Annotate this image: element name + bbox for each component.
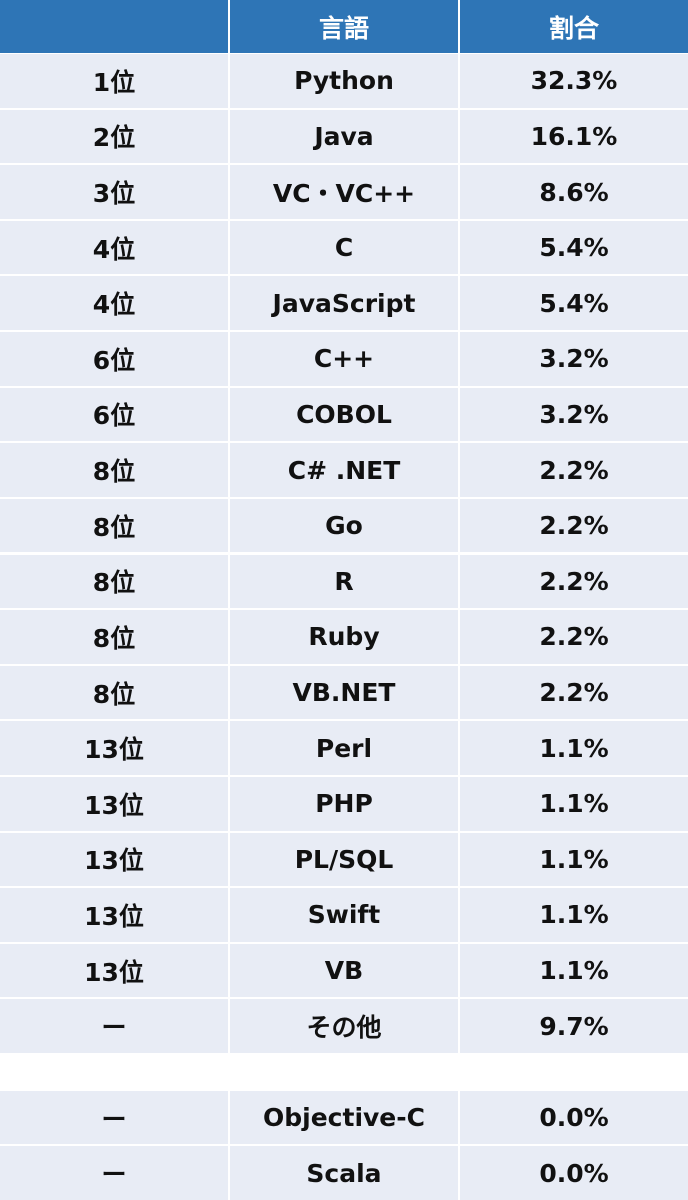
table-cell: Swift	[230, 888, 458, 942]
table-cell: 8位	[0, 443, 228, 497]
table-cell: VB	[230, 943, 458, 998]
table-cell: 1.1%	[460, 943, 688, 998]
table-cell: 2.2%	[460, 610, 688, 664]
table-cell: 2.2%	[460, 554, 688, 609]
table-cell: 8.6%	[460, 165, 688, 219]
table-cell: 6位	[0, 387, 228, 442]
table-cell: COBOL	[230, 387, 458, 442]
table-cell: JavaScript	[230, 276, 458, 331]
table-cell: 1.1%	[460, 776, 688, 831]
table-cell: Python	[230, 54, 458, 108]
table-cell: 2.2%	[460, 665, 688, 720]
table-cell: 13位	[0, 776, 228, 831]
table-cell: C++	[230, 332, 458, 386]
table-cell: Ruby	[230, 610, 458, 664]
table-cell: 1.1%	[460, 832, 688, 887]
header-cell: 割合	[460, 0, 688, 53]
table-cell: 4位	[0, 220, 228, 275]
table-cell: Objective-C	[230, 1091, 458, 1144]
table-cell: 1位	[0, 54, 228, 108]
table-cell: 8位	[0, 665, 228, 720]
table-cell: 32.3%	[460, 54, 688, 108]
table-cell: 16.1%	[460, 109, 688, 164]
table-cell: 8位	[0, 498, 228, 553]
table-cell: 13位	[0, 943, 228, 998]
header-cell	[0, 0, 228, 53]
table-cell: 6位	[0, 332, 228, 386]
table-cell: 1.1%	[460, 888, 688, 942]
table-cell: ー	[0, 999, 228, 1053]
table-cell: Java	[230, 109, 458, 164]
table-cell: PHP	[230, 776, 458, 831]
table-cell: C	[230, 220, 458, 275]
table-cell: Scala	[230, 1146, 458, 1200]
table-cell: Perl	[230, 721, 458, 775]
table-cell: R	[230, 554, 458, 609]
table-cell: 2位	[0, 109, 228, 164]
table-cell: 3.2%	[460, 387, 688, 442]
table-cell: 13位	[0, 888, 228, 942]
table-cell: 0.0%	[460, 1146, 688, 1200]
table-cell: ー	[0, 1091, 228, 1144]
table-cell: 0.0%	[460, 1091, 688, 1144]
table-cell: PL/SQL	[230, 832, 458, 887]
table-cell: 2.2%	[460, 443, 688, 497]
table-cell: 13位	[0, 832, 228, 887]
table-cell: 8位	[0, 610, 228, 664]
table-cell: VB.NET	[230, 665, 458, 720]
table-cell: 5.4%	[460, 276, 688, 331]
header-cell: 言語	[230, 0, 458, 53]
table-cell: 3位	[0, 165, 228, 219]
table-cell: その他	[230, 999, 458, 1053]
table-cell: 5.4%	[460, 220, 688, 275]
table-cell: VC・VC++	[230, 165, 458, 219]
table-cell: 13位	[0, 721, 228, 775]
table-cell: 3.2%	[460, 332, 688, 386]
table-cell: ー	[0, 1146, 228, 1200]
table-cell: 9.7%	[460, 999, 688, 1053]
table-cell: C# .NET	[230, 443, 458, 497]
table-cell: Go	[230, 498, 458, 553]
table-cell: 2.2%	[460, 498, 688, 553]
table-cell: 1.1%	[460, 721, 688, 775]
table-cell: 4位	[0, 276, 228, 331]
table-cell: 8位	[0, 554, 228, 609]
